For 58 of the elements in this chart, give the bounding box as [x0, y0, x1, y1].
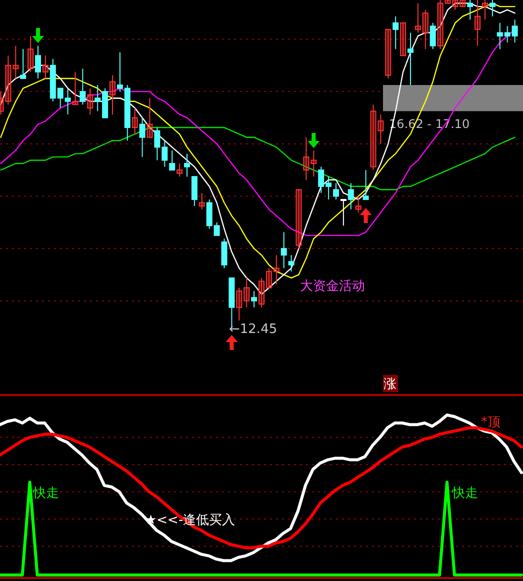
candlestick — [191, 176, 198, 207]
candlestick — [370, 104, 376, 171]
candlestick — [296, 189, 302, 250]
annotation: ←12.45 — [229, 322, 278, 337]
candlestick — [198, 192, 205, 210]
candlestick — [12, 45, 19, 79]
candlestick — [146, 98, 153, 138]
candlestick — [80, 68, 86, 106]
candlestick — [20, 48, 26, 79]
candlestick — [28, 35, 34, 72]
candlestick — [244, 277, 250, 308]
candlestick — [385, 28, 392, 79]
candlestick — [348, 182, 354, 210]
candlestick — [437, 0, 444, 50]
candlestick — [333, 182, 339, 200]
candlestick — [422, 9, 428, 50]
candlestick — [5, 55, 12, 106]
candlestick — [176, 163, 183, 178]
candlestick — [430, 22, 436, 50]
candlestick — [355, 196, 362, 214]
candlestick — [184, 153, 190, 178]
candlestick — [221, 238, 228, 269]
candlestick — [280, 232, 287, 269]
candlestick — [444, 0, 451, 4]
candlestick — [42, 55, 48, 79]
candlestick — [408, 32, 414, 86]
candlestick — [378, 114, 384, 144]
candlestick — [273, 254, 280, 285]
text: 涨 — [384, 377, 396, 392]
candlestick — [288, 254, 294, 272]
candlestick — [72, 71, 78, 106]
annotation: 大资金活动 — [300, 279, 365, 294]
candlestick — [251, 290, 258, 308]
candlestick — [303, 136, 310, 180]
candlestick — [340, 198, 346, 226]
candlestick — [139, 117, 146, 158]
candlestick — [266, 268, 272, 288]
candlestick — [110, 74, 116, 115]
candlestick — [35, 45, 41, 79]
candlestick — [414, 2, 421, 34]
candlestick — [362, 170, 369, 200]
candlestick — [467, 0, 474, 20]
candlestick — [132, 107, 138, 135]
candlestick — [310, 150, 317, 178]
candlestick — [474, 0, 481, 46]
candlestick — [169, 150, 176, 171]
candlestick — [452, 0, 458, 10]
candlestick — [236, 287, 242, 321]
annotation: 快走 — [451, 486, 478, 501]
candlestick — [392, 16, 399, 50]
candlestick — [482, 0, 488, 20]
candlestick — [489, 0, 496, 17]
annotation: 快走 — [32, 486, 59, 501]
candlestick — [400, 22, 406, 56]
candlestick — [460, 0, 466, 8]
annotation: *顶 — [481, 415, 500, 430]
candlestick — [87, 88, 94, 115]
candlestick — [258, 277, 264, 308]
